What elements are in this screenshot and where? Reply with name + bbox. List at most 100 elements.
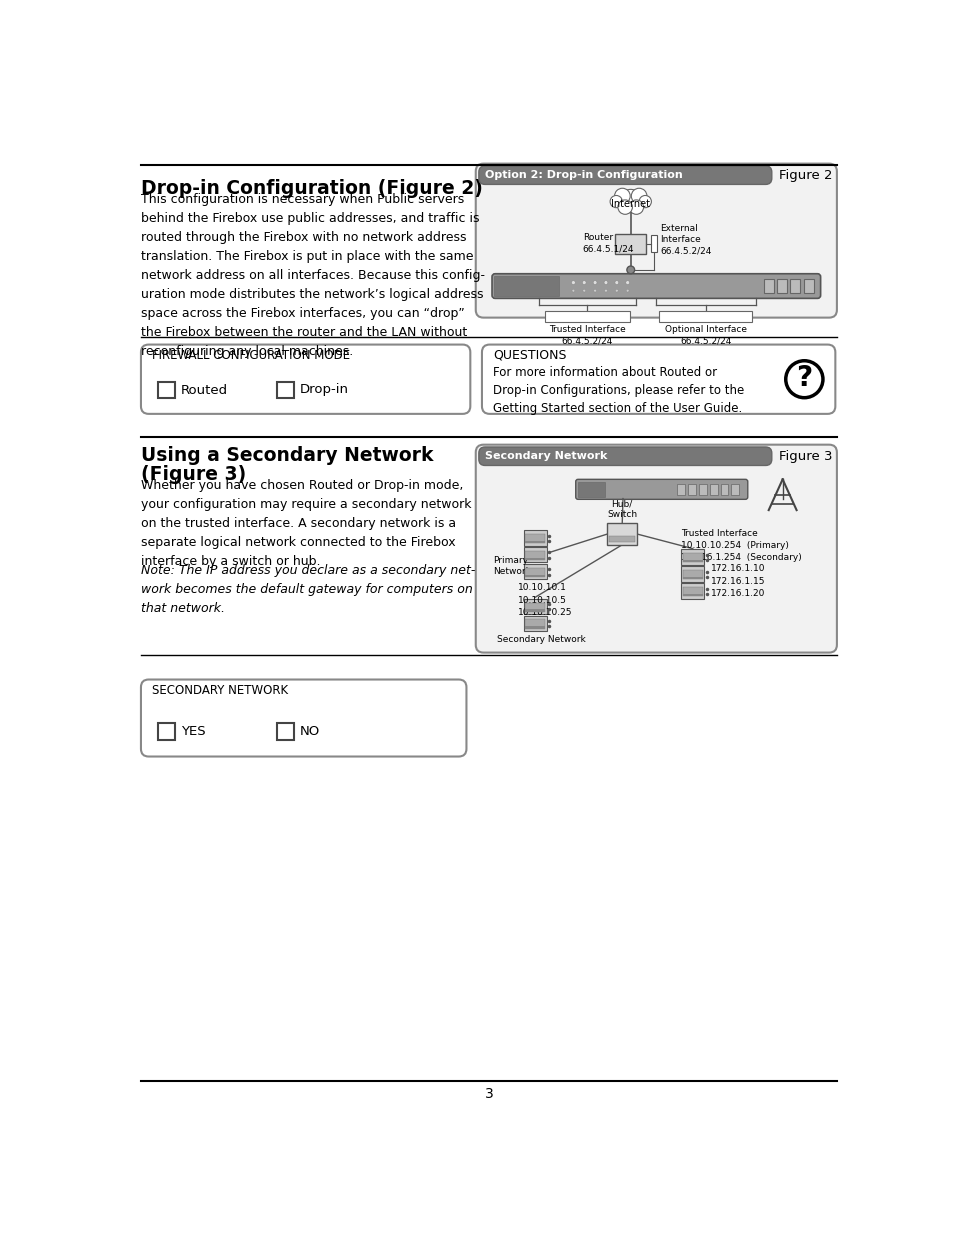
Bar (525, 619, 545, 629)
Bar (525, 550, 545, 560)
Text: Internet: Internet (611, 198, 650, 208)
Text: Drop-in Configuration (Figure 2): Drop-in Configuration (Figure 2) (141, 178, 482, 198)
Bar (802, 280, 813, 293)
Bar (525, 540, 545, 543)
Text: Using a Secondary Network: Using a Secondary Network (141, 447, 433, 466)
Circle shape (614, 188, 630, 203)
Bar (615, 233, 645, 253)
Bar (545, 312, 629, 322)
Text: Routed: Routed (181, 383, 228, 397)
Bar (525, 575, 545, 577)
Bar (525, 534, 545, 543)
Text: Primary
Network: Primary Network (493, 557, 530, 577)
FancyBboxPatch shape (680, 567, 703, 582)
Text: Trusted Interface
10.10.10.254  (Primary)
172.16.1.254  (Secondary): Trusted Interface 10.10.10.254 (Primary)… (680, 529, 801, 562)
Circle shape (631, 188, 646, 203)
Text: SECONDARY NETWORK: SECONDARY NETWORK (152, 684, 288, 696)
Bar (687, 484, 695, 494)
Text: Drop-in: Drop-in (299, 383, 349, 397)
Bar (276, 723, 294, 740)
Text: External
Interface
66.4.5.2/24: External Interface 66.4.5.2/24 (659, 225, 711, 256)
Circle shape (581, 281, 585, 285)
Bar (608, 537, 635, 543)
Bar (525, 568, 545, 577)
Text: Figure 3: Figure 3 (778, 449, 831, 463)
Text: Trusted Interface
66.4.5.2/24: Trusted Interface 66.4.5.2/24 (548, 326, 625, 346)
Circle shape (593, 281, 597, 285)
Circle shape (610, 196, 621, 207)
Text: Whether you have chosen Routed or Drop-in mode,
your configuration may require a: Whether you have chosen Routed or Drop-i… (141, 479, 471, 568)
Bar (763, 280, 773, 293)
Circle shape (785, 361, 822, 398)
Text: YES: YES (181, 725, 206, 738)
FancyBboxPatch shape (481, 344, 835, 414)
Text: Hub/
Switch: Hub/ Switch (606, 500, 637, 519)
Text: QUESTIONS: QUESTIONS (493, 349, 566, 362)
Bar (659, 312, 752, 322)
Text: 10.10.10.1
10.10.10.5
10.10.10.25: 10.10.10.1 10.10.10.5 10.10.10.25 (517, 583, 572, 618)
Text: Secondary Network: Secondary Network (497, 635, 585, 644)
Bar (682, 560, 702, 563)
Circle shape (618, 200, 632, 215)
Circle shape (626, 266, 634, 273)
Text: Figure 2: Figure 2 (778, 168, 831, 182)
Bar (682, 587, 702, 597)
Text: 172.16.1.10
172.16.1.15
172.16.1.20: 172.16.1.10 172.16.1.15 172.16.1.20 (710, 564, 764, 598)
FancyBboxPatch shape (476, 163, 836, 318)
Circle shape (615, 281, 618, 285)
Bar (525, 558, 545, 560)
Bar (682, 553, 702, 563)
Text: ?: ? (796, 364, 812, 392)
FancyBboxPatch shape (523, 599, 546, 614)
Circle shape (639, 196, 651, 207)
Text: Note: The IP address you declare as a secondary net-
work becomes the default ga: Note: The IP address you declare as a se… (141, 564, 475, 615)
Circle shape (619, 190, 640, 211)
Circle shape (571, 281, 575, 285)
FancyBboxPatch shape (141, 344, 470, 414)
Bar (682, 577, 702, 579)
Circle shape (582, 290, 585, 292)
Text: This configuration is necessary when Public servers
behind the Firebox use publi: This configuration is necessary when Pub… (141, 193, 484, 358)
Text: Router
66.4.5.1/24: Router 66.4.5.1/24 (582, 233, 634, 253)
Bar (699, 484, 706, 494)
Bar (494, 276, 558, 296)
Bar (677, 484, 684, 494)
Bar (650, 235, 657, 252)
Bar (709, 484, 717, 494)
Text: NO: NO (299, 725, 320, 738)
Bar (158, 382, 174, 398)
Bar (525, 626, 545, 629)
FancyBboxPatch shape (523, 615, 546, 631)
FancyBboxPatch shape (141, 679, 466, 756)
FancyBboxPatch shape (492, 273, 820, 298)
FancyBboxPatch shape (478, 447, 771, 466)
Bar (790, 280, 800, 293)
Bar (158, 723, 174, 740)
Circle shape (603, 281, 607, 285)
Text: (Figure 3): (Figure 3) (141, 466, 246, 484)
FancyBboxPatch shape (575, 479, 747, 499)
Bar (720, 484, 728, 494)
Circle shape (572, 290, 575, 292)
Text: For more information about Routed or
Drop-in Configurations, please refer to the: For more information about Routed or Dro… (493, 366, 743, 416)
FancyBboxPatch shape (523, 564, 546, 579)
Bar (682, 594, 702, 597)
Circle shape (628, 200, 643, 215)
FancyBboxPatch shape (476, 444, 836, 653)
Text: Option 2: Drop-in Configuration: Option 2: Drop-in Configuration (484, 170, 682, 180)
Text: 3: 3 (484, 1087, 493, 1101)
Text: Secondary Network: Secondary Network (484, 452, 607, 462)
Bar (578, 482, 604, 497)
Text: FIREWALL CONFIGURATION MODE: FIREWALL CONFIGURATION MODE (152, 349, 350, 362)
Bar (731, 484, 739, 494)
FancyBboxPatch shape (523, 530, 546, 545)
FancyBboxPatch shape (680, 549, 703, 565)
Bar (777, 280, 786, 293)
Circle shape (625, 290, 628, 292)
Circle shape (593, 290, 596, 292)
Circle shape (604, 290, 607, 292)
FancyBboxPatch shape (607, 523, 637, 545)
FancyBboxPatch shape (680, 583, 703, 599)
Text: Optional Interface
66.4.5.2/24: Optional Interface 66.4.5.2/24 (664, 326, 746, 346)
Bar (525, 603, 545, 612)
